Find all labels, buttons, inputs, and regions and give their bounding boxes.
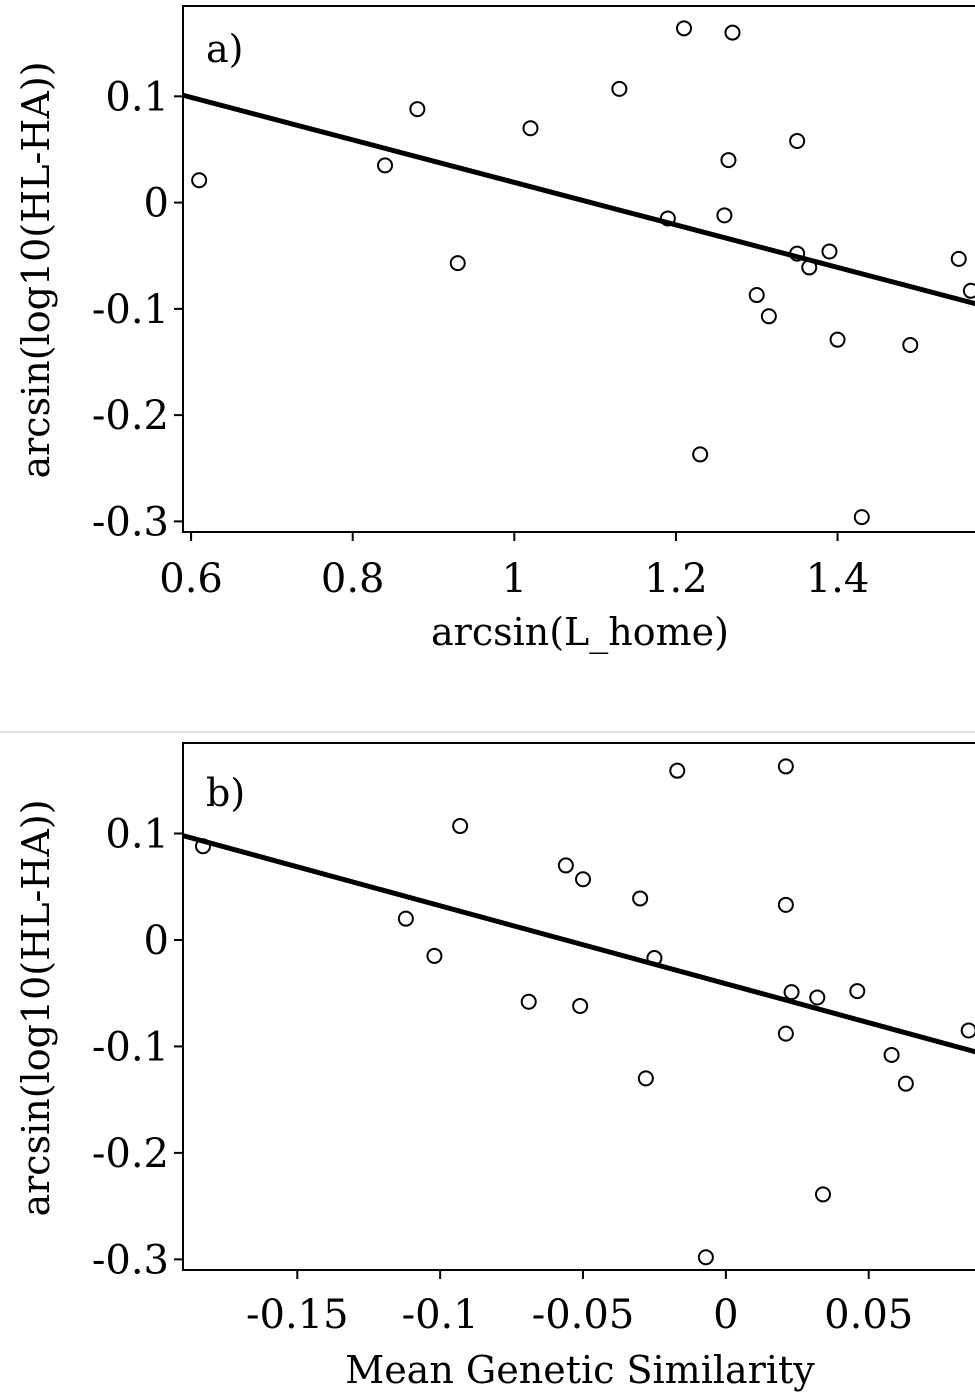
data-point xyxy=(632,890,649,907)
data-point xyxy=(716,207,733,224)
plot-frame xyxy=(182,5,975,533)
y-axis-title: arcsin(log10(HL-HA)) xyxy=(14,799,58,1216)
axis-ticks: -0.15 -0.1 -0.05 0 0.05 0.1 0 -0.1 -0.2 -0.3 xyxy=(92,811,913,1338)
y-axis-title: arcsin(log10(HL-HA)) xyxy=(14,61,58,478)
regression-line xyxy=(182,92,975,307)
x-axis-title: Mean Genetic Similarity xyxy=(345,1348,815,1392)
data-point xyxy=(777,758,794,775)
data-marks xyxy=(182,758,975,1266)
regression-line xyxy=(182,833,975,1055)
data-point xyxy=(801,259,818,276)
data-point xyxy=(777,1025,794,1042)
y-tick-label: 0.1 xyxy=(105,74,169,120)
data-point xyxy=(449,255,466,272)
x-tick-label: -0.15 xyxy=(246,1292,349,1338)
data-point xyxy=(669,762,686,779)
data-point xyxy=(646,950,663,967)
x-tick-label: 1.2 xyxy=(644,556,708,602)
data-point xyxy=(522,120,539,137)
data-point xyxy=(849,983,866,1000)
data-point xyxy=(637,1070,654,1087)
data-point xyxy=(777,896,794,913)
x-tick-label: 0.6 xyxy=(159,556,223,602)
data-point xyxy=(809,989,826,1006)
data-point xyxy=(452,818,469,835)
y-tick-label: 0 xyxy=(144,181,169,227)
data-point xyxy=(409,101,426,118)
x-tick-label: 1 xyxy=(502,556,527,602)
panel-label: b) xyxy=(206,771,245,815)
data-point xyxy=(572,997,589,1014)
data-point xyxy=(426,947,443,964)
data-point xyxy=(191,172,208,189)
scatter-panel-a: 0.6 0.8 1 1.2 1.4 0.1 0 -0.1 -0.2 -0.3 a) arcsin(… xyxy=(14,5,975,655)
axis-ticks: 0.6 0.8 1 1.2 1.4 0.1 0 -0.1 -0.2 -0.3 xyxy=(92,74,869,602)
data-point xyxy=(520,993,537,1010)
x-tick-label: 0 xyxy=(713,1292,738,1338)
data-point xyxy=(760,308,777,325)
data-point xyxy=(829,331,846,348)
data-point xyxy=(853,509,870,526)
data-point xyxy=(960,1022,975,1039)
data-point xyxy=(789,132,806,149)
data-point xyxy=(789,245,806,262)
data-point xyxy=(897,1075,914,1092)
data-point xyxy=(902,336,919,353)
data-point xyxy=(950,250,967,267)
data-point xyxy=(697,1249,714,1266)
x-tick-label: 0.05 xyxy=(824,1292,913,1338)
data-point xyxy=(724,24,741,41)
data-point xyxy=(692,446,709,463)
plot-frame xyxy=(182,742,975,1271)
y-tick-label: -0.2 xyxy=(92,1131,169,1177)
data-marks xyxy=(182,20,975,526)
data-point xyxy=(821,243,838,260)
data-point xyxy=(659,210,676,227)
data-point xyxy=(611,80,628,97)
data-point xyxy=(575,871,591,888)
y-tick-label: 0.1 xyxy=(105,811,169,857)
y-tick-label: -0.3 xyxy=(92,1237,169,1283)
panel-label: a) xyxy=(206,27,243,71)
data-point xyxy=(557,857,574,874)
y-tick-label: 0 xyxy=(144,918,169,964)
data-point xyxy=(397,910,414,927)
data-point xyxy=(720,152,737,169)
data-point xyxy=(195,838,211,855)
x-tick-label: -0.05 xyxy=(532,1292,635,1338)
x-tick-label: 0.8 xyxy=(321,556,385,602)
data-point xyxy=(883,1046,900,1063)
x-tick-label: 1.4 xyxy=(806,556,870,602)
y-tick-label: -0.1 xyxy=(92,1024,169,1070)
data-point xyxy=(377,157,394,174)
scatter-panel-b: -0.15 -0.1 -0.05 0 0.05 0.1 0 -0.1 -0.2 -0.3 b) M… xyxy=(14,742,975,1392)
y-tick-label: -0.2 xyxy=(92,393,169,439)
y-tick-label: -0.1 xyxy=(92,287,169,333)
data-point xyxy=(783,984,800,1001)
data-point xyxy=(962,282,975,299)
x-tick-label: -0.1 xyxy=(402,1292,479,1338)
data-point xyxy=(676,20,693,37)
y-tick-label: -0.3 xyxy=(92,499,169,545)
data-point xyxy=(815,1186,831,1203)
data-point xyxy=(748,287,765,304)
x-axis-title: arcsin(L_home) xyxy=(431,610,729,655)
